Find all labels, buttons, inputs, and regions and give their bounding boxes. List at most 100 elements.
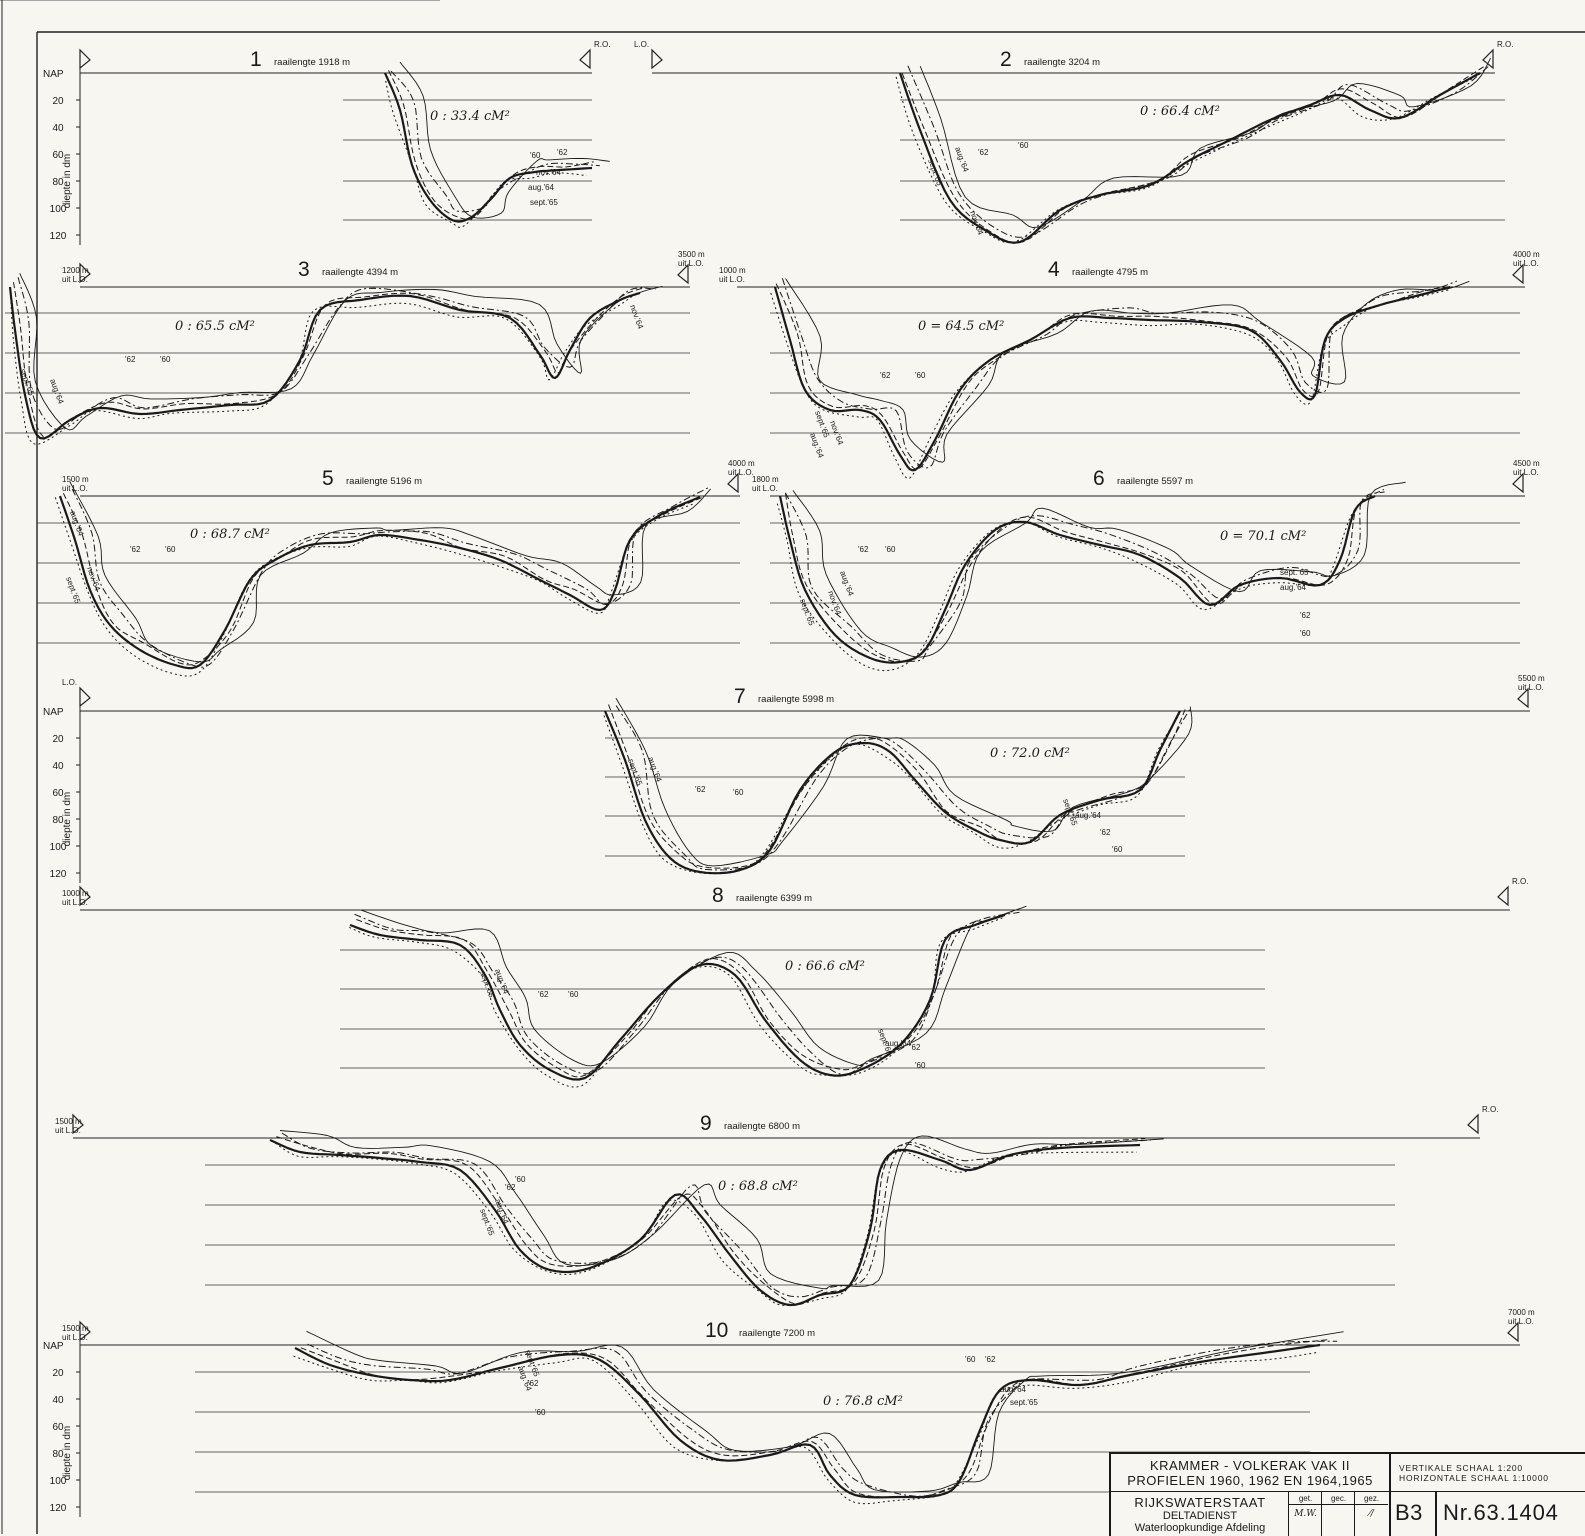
survey-curve-60 — [361, 906, 1026, 1066]
survey-label: aug.'64 — [646, 756, 664, 784]
survey-label: aug.'64 — [885, 1039, 912, 1048]
profile-number: 5 — [322, 467, 334, 490]
right-bank-flag — [1498, 887, 1508, 905]
profile-7: 7 raailengte 5998 m0 : 72.0 cM²L.O. 5500 m… — [62, 674, 1545, 874]
title-block-main: KRAMMER - VOLKERAK VAK II PROFIELEN 1960… — [1111, 1454, 1391, 1536]
survey-label: aug.'64 — [953, 146, 971, 174]
drawn-by-cell: get. M.W. — [1288, 1491, 1322, 1536]
right-bank-label: R.O. — [1482, 1105, 1498, 1114]
survey-label: '62 — [538, 990, 549, 999]
drawing-title: KRAMMER - VOLKERAK VAK II — [1111, 1458, 1389, 1473]
survey-label: '60 — [733, 788, 744, 797]
profile-length-label: raailengte 5998 m — [758, 694, 834, 705]
survey-label: '60 — [915, 1061, 926, 1070]
profile-length-label: raailengte 6399 m — [736, 893, 812, 904]
survey-label: '60 — [915, 371, 926, 380]
left-bank-flag — [80, 688, 90, 706]
depth-tick-label: 20 — [52, 734, 64, 745]
organisation-name: RIJKSWATERSTAAT — [1115, 1495, 1285, 1510]
survey-label: '60 — [1112, 845, 1123, 854]
offset-end-label: 4000 m uit L.O. — [1513, 250, 1540, 268]
survey-label: sept.'65 — [478, 970, 496, 1000]
profile-length-label: raailengte 6800 m — [724, 1121, 800, 1132]
survey-label: aug.'64 — [1075, 811, 1102, 820]
survey-label: '62 — [125, 355, 136, 364]
cross-section-area: 0 : 68.7 cM² — [190, 527, 270, 542]
profile-number: 6 — [1093, 467, 1105, 490]
survey-label: '62 — [557, 148, 568, 157]
survey-curve-sept65 — [350, 915, 1005, 1080]
survey-curve-sept65 — [605, 711, 1180, 873]
cross-section-area: 0 : 76.8 cM² — [823, 1394, 903, 1409]
survey-label: sept.'65 — [798, 598, 816, 628]
survey-label: '62 — [985, 1355, 996, 1364]
survey-label: '62 — [130, 545, 141, 554]
survey-label: '62 — [695, 785, 706, 794]
depth-tick-label: 20 — [52, 96, 64, 107]
survey-curves — [385, 62, 610, 227]
survey-curve-sept65 — [60, 496, 700, 668]
profile-number: 8 — [712, 884, 724, 907]
survey-curve-60 — [280, 1131, 1164, 1289]
survey-label: '62 — [1300, 611, 1311, 620]
profile-length-label: raailengte 4394 m — [322, 267, 398, 278]
drawn-by-value: M.W. — [1289, 1509, 1322, 1519]
profile-9: 9 raailengte 6800 m0 : 68.8 cM²R.O.1500 m… — [55, 1105, 1498, 1305]
survey-curve-aug64 — [276, 1137, 1145, 1305]
survey-label: aug.'64 — [68, 510, 86, 538]
offset-start-label: 1500 m uit L.O. — [62, 475, 89, 493]
profile-number: 1 — [250, 48, 262, 71]
drawing-subtitle: PROFIELEN 1960, 1962 EN 1964,1965 — [1111, 1473, 1389, 1488]
survey-label: '60 — [165, 545, 176, 554]
profile-length-label: raailengte 1918 m — [274, 57, 350, 68]
survey-label: '60 — [965, 1355, 976, 1364]
survey-label: sept.'65 — [926, 158, 944, 188]
profile-length-label: raailengte 5597 m — [1117, 476, 1193, 487]
profile-6: 6 raailengte 5597 m 0 = 70.1 cM² 1800 m uit … — [752, 459, 1540, 671]
horizontal-scale: HORIZONTALE SCHAAL 1:10000 — [1399, 1473, 1549, 1483]
depth-tick-label: 120 — [50, 1503, 67, 1514]
right-bank-label: R.O. — [1497, 40, 1513, 49]
offset-end-label: 4500 m uit L.O. — [1513, 459, 1540, 477]
survey-curve-nov64 — [11, 292, 637, 444]
depth-axis-profile-7: NAP 20 40 60 80 100 120 diepte in dm — [43, 705, 80, 883]
profile-4: 4 raailengte 4795 m0 = 64.5 cM²1000 m uit … — [719, 250, 1540, 478]
survey-label: '62 — [1100, 828, 1111, 837]
survey-curves — [771, 278, 1470, 478]
right-bank-flag — [1468, 1115, 1478, 1133]
survey-label: sept.'65 — [1010, 1398, 1038, 1407]
survey-label: nov.'64 — [968, 210, 985, 237]
seen-by-value: ⁄/ — [1355, 1509, 1388, 1519]
survey-label: '62 — [505, 1183, 516, 1192]
depth-axis-title: diepte in dm — [62, 154, 73, 208]
survey-label: sept. 65 — [1280, 568, 1309, 577]
survey-label: aug.'64 — [493, 968, 511, 996]
survey-curve-nov64 — [349, 917, 1004, 1087]
right-bank-label: R.O. — [1512, 877, 1528, 886]
datum-label: NAP — [43, 1341, 64, 1352]
cross-section-area: 0 : 72.0 cM² — [990, 746, 1070, 761]
offset-start-label: 1000 m uit L.O. — [719, 266, 746, 284]
cross-section-area: 0 = 70.1 cM² — [1220, 529, 1306, 544]
cross-section-area: 0 = 64.5 cM² — [918, 319, 1004, 334]
survey-label: aug.'64 — [838, 570, 856, 598]
left-bank-flag — [80, 50, 90, 68]
cross-section-area: 0 : 66.4 cM² — [1140, 104, 1220, 119]
cross-section-area: 0 : 33.4 cM² — [430, 109, 510, 124]
survey-label: '60 — [515, 1175, 526, 1184]
survey-curve-60 — [920, 58, 1490, 227]
offset-end-label: 5500 m uit L.O. — [1518, 674, 1545, 692]
profile-number: 10 — [705, 1319, 728, 1342]
profile-length-label: raailengte 7200 m — [739, 1328, 815, 1339]
survey-curves — [777, 482, 1405, 670]
division-name: Waterloopkundige Afdeling — [1115, 1522, 1285, 1534]
depth-axis-profile-10: NAP20406080100120diepte in dm — [43, 1339, 80, 1517]
offset-end-label: 3500 m uit L.O. — [678, 250, 705, 268]
left-bank-label: L.O. — [634, 40, 649, 49]
profile-number: 4 — [1048, 258, 1060, 281]
survey-curve-aug64 — [902, 67, 1483, 243]
checked-by-header: gec. — [1322, 1494, 1355, 1505]
survey-label: nov.'64 — [628, 304, 645, 331]
right-bank-label: R.O. — [594, 40, 610, 49]
